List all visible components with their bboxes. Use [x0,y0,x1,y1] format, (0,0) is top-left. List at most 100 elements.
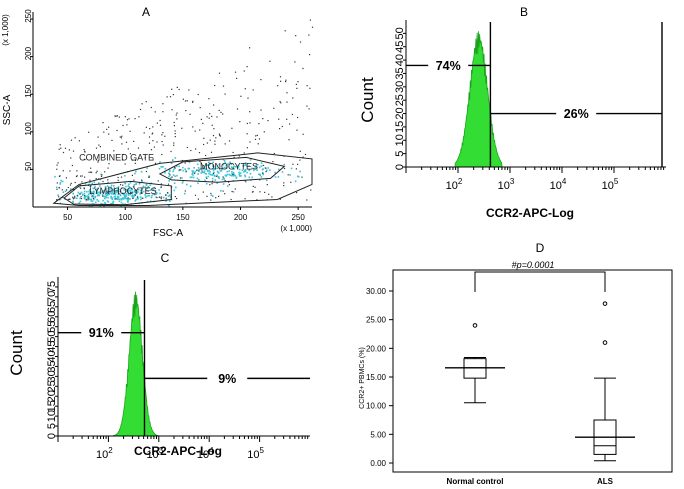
scatter-point [214,140,216,142]
scatter-point [149,200,152,202]
scatter-point [194,130,196,132]
scatter-point [122,124,124,127]
scatter-point [72,150,75,152]
scatter-point [91,191,93,194]
y-tick-label: 20 [394,107,406,119]
scatter-point [100,173,102,176]
scatter-point [190,149,192,152]
scatter-point [113,150,115,152]
scatter-point [262,173,264,176]
scatter-point [234,71,237,73]
scatter-point [192,174,194,176]
scatter-point [121,143,123,145]
scatter-point [120,176,123,178]
scatter-point [77,191,80,194]
scatter-point [137,147,140,149]
scatter-point [125,189,128,191]
scatter-point [54,175,56,178]
scatter-point [182,166,184,169]
scatter-point [181,127,183,129]
scatter-point [59,144,61,146]
scatter-point [216,170,219,173]
scatter-point [227,163,229,165]
panel-c-y-label: Count [7,330,26,376]
scatter-point [83,149,85,151]
scatter-point [232,168,235,170]
scatter-point [196,169,198,171]
scatter-point [117,188,120,191]
scatter-point [120,199,123,201]
scatter-point [173,144,175,146]
gate-outline [52,152,313,206]
scatter-point [278,168,280,171]
scatter-point [78,186,81,188]
scatter-point [134,194,136,196]
scatter-point [98,144,100,146]
scatter-point [141,103,143,105]
scatter-point [154,194,156,196]
scatter-point [96,192,99,194]
scatter-point [118,193,120,195]
scatter-point [262,172,264,174]
scatter-point [136,192,138,194]
scatter-point [219,134,221,136]
scatter-point [74,195,76,197]
panel-a-x-scale-note: (x 1,000) [280,224,312,233]
scatter-point [148,176,150,178]
scatter-point [206,142,208,144]
scatter-point [273,152,275,155]
x-tick-base: 10 [96,449,108,461]
scatter-point [257,164,259,166]
y-tick-label: 30 [46,370,58,382]
scatter-point [221,178,224,181]
scatter-point [233,165,235,167]
scatter-point [147,195,149,197]
scatter-point [238,173,241,175]
scatter-point [171,88,173,90]
scatter-point [145,126,147,128]
scatter-point [259,191,261,193]
scatter-point [101,191,104,194]
scatter-point [297,81,299,83]
scatter-point [240,175,242,177]
scatter-point [99,191,101,193]
y-tick-label: 0 [394,164,406,170]
scatter-point [134,162,136,164]
scatter-point [254,138,257,140]
scatter-point [125,198,128,200]
scatter-point [117,198,119,201]
y-tick-label: 10 [394,134,406,146]
scatter-point [71,164,73,167]
scatter-point [212,173,215,175]
scatter-point [152,140,154,142]
scatter-point [117,190,119,193]
scatter-point [91,195,93,197]
scatter-point [179,169,181,171]
scatter-point [81,194,84,196]
scatter-point [116,191,118,194]
category-label: ALS [597,477,614,486]
scatter-point [247,97,249,99]
scatter-point [244,168,247,171]
scatter-point [65,177,67,179]
scatter-point [129,189,132,192]
scatter-point [144,196,147,199]
scatter-point [215,197,217,199]
scatter-point [218,109,220,111]
scatter-point [96,191,98,193]
scatter-point [113,196,116,198]
scatter-point [125,195,128,198]
scatter-point [231,190,233,193]
scatter-point [108,186,110,188]
scatter-point [108,126,110,128]
scatter-point [122,193,124,195]
y-tick-label: 15 [394,121,406,133]
x-tick-exponent: 2 [458,177,463,186]
scatter-point [136,195,139,198]
scatter-point [174,175,176,178]
panel-d-y-label: CCR2+ PBMCs (%) [359,347,366,409]
scatter-point [110,196,113,198]
scatter-point [222,158,225,161]
scatter-point [106,185,109,187]
